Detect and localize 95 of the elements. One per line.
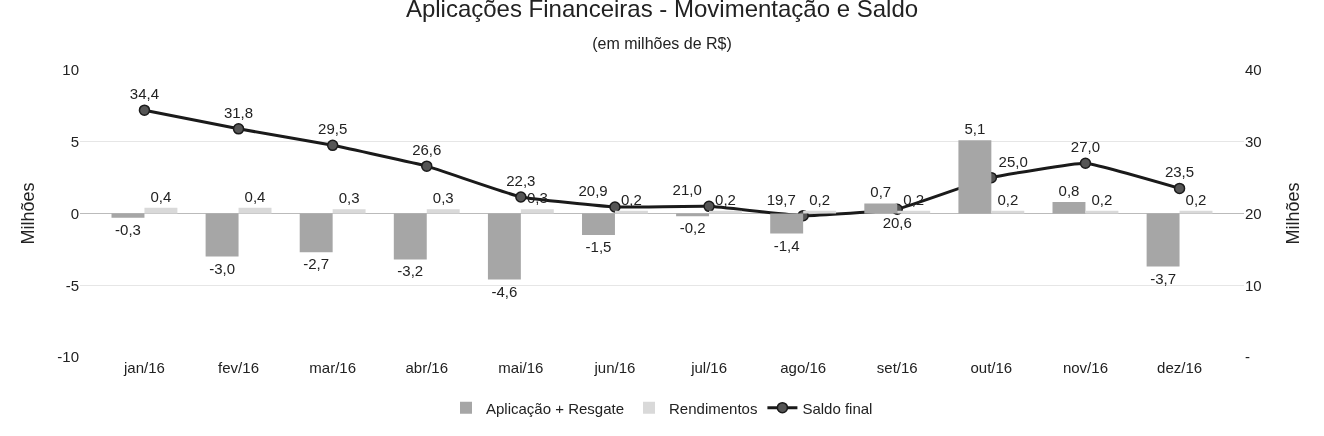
x-tick-label: jun/16: [593, 359, 636, 376]
data-label: 29,5: [318, 120, 348, 138]
bar: [520, 209, 554, 214]
bar: [1085, 210, 1119, 214]
data-label: 23,5: [1164, 163, 1195, 181]
x-tick-label: set/16: [876, 359, 918, 376]
data-label: 22,3: [506, 172, 536, 189]
data-label: -2,7: [303, 255, 330, 273]
y-tick-label: -10: [57, 348, 79, 366]
chart-subtitle: (em milhões de R$): [592, 34, 732, 52]
point: [515, 191, 527, 203]
point: [1079, 157, 1092, 170]
bar: [1052, 202, 1086, 214]
data-label: 21,0: [672, 181, 702, 199]
bar: [238, 207, 272, 214]
bar: [991, 210, 1025, 214]
bar: [864, 203, 898, 214]
data-label: -4,6: [491, 282, 518, 300]
bar: [709, 210, 742, 214]
bar: [299, 213, 333, 253]
legend-label: Saldo final: [802, 399, 873, 417]
data-label: -3,0: [209, 259, 236, 277]
data-label: 0,2: [997, 190, 1019, 208]
data-label: 19,7: [766, 190, 796, 208]
bar: [897, 210, 931, 214]
data-label: 26,6: [412, 141, 442, 159]
chart-title: Aplicações Financeiras - Movimentação e Saldo: [405, 0, 919, 23]
data-label: -1,5: [585, 238, 612, 256]
bar: [614, 210, 648, 214]
data-label: 0,2: [715, 190, 736, 208]
data-label: 0,2: [620, 190, 642, 208]
data-label: 0,2: [1185, 190, 1207, 208]
y2-tick-label: 30: [1245, 133, 1262, 150]
data-label: -3,2: [397, 262, 424, 280]
data-label: 0,2: [809, 190, 831, 208]
legend-label: Rendimentos: [669, 399, 758, 417]
x-tick-label: mai/16: [498, 359, 544, 376]
bar: [1146, 213, 1180, 267]
data-label: -3,7: [1150, 269, 1177, 287]
y2-tick-label: 20: [1245, 204, 1262, 222]
y-tick-label: 5: [70, 133, 79, 150]
data-label: -0,2: [679, 219, 706, 237]
data-label: 27,0: [1070, 138, 1101, 156]
data-label: 0,3: [432, 189, 454, 207]
legend-label: Aplicação + Resgate: [486, 399, 625, 417]
data-label: 31,8: [223, 103, 254, 121]
bar: [582, 213, 615, 236]
data-label: -1,4: [773, 236, 800, 254]
bar: [393, 213, 427, 260]
bar: [332, 209, 366, 214]
data-label: 0,4: [150, 187, 172, 205]
data-label: 0,2: [1091, 190, 1113, 208]
y2-axis-title: Milhões: [1283, 182, 1303, 245]
x-tick-label: abr/16: [405, 359, 449, 376]
point: [232, 123, 245, 135]
data-label: 25,0: [998, 152, 1028, 170]
y-tick-label: 0: [70, 204, 79, 222]
bar: [1179, 210, 1213, 214]
bar: [111, 213, 145, 218]
point: [326, 139, 339, 152]
data-label: 20,6: [882, 213, 912, 231]
data-label: 0,4: [244, 187, 266, 205]
y2-tick-label: 10: [1245, 276, 1262, 294]
point: [703, 200, 715, 213]
data-label: 34,4: [129, 85, 160, 103]
bar: [958, 140, 992, 214]
bar: [487, 213, 521, 280]
y-axis-title: Milhões: [18, 182, 38, 245]
y-tick-label: -5: [65, 276, 79, 294]
x-tick-label: ago/16: [780, 359, 827, 376]
bar: [803, 210, 837, 214]
bar: [426, 209, 460, 214]
bar: [770, 213, 804, 234]
x-tick-label: jan/16: [123, 359, 165, 376]
x-tick-label: jul/16: [690, 359, 727, 376]
point: [609, 201, 621, 213]
x-tick-label: nov/16: [1062, 359, 1108, 376]
x-tick-label: out/16: [970, 359, 1013, 376]
bar: [144, 207, 178, 214]
point: [138, 104, 151, 116]
data-label: 5,1: [964, 120, 986, 138]
data-label: 0,8: [1058, 182, 1080, 200]
y2-tick-label: -: [1245, 348, 1250, 366]
data-label: 0,3: [338, 189, 360, 207]
y2-tick-label: 40: [1245, 61, 1262, 79]
point: [421, 160, 433, 172]
x-tick-label: mar/16: [309, 359, 356, 376]
point: [1173, 182, 1186, 195]
data-label: 20,9: [578, 182, 608, 200]
data-label: 0,7: [870, 183, 892, 201]
data-label: -0,3: [115, 220, 141, 238]
x-tick-label: dez/16: [1157, 359, 1203, 376]
bar: [205, 213, 239, 257]
y-tick-label: 10: [62, 61, 79, 79]
x-tick-label: fev/16: [218, 359, 259, 376]
